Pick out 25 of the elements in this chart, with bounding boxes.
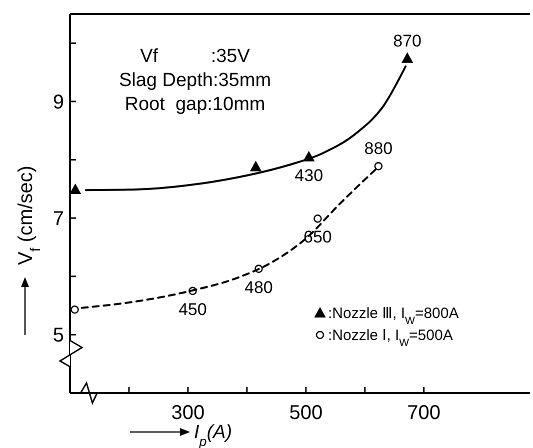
point [70,305,79,314]
x-tick-label: 700 [407,402,441,424]
point [314,214,322,223]
annotation: 430 [294,166,324,185]
x-tick-label: 300 [171,402,205,424]
y-tick-label: 5 [52,324,64,347]
line-series [84,65,407,192]
point [70,184,81,194]
annotation: Slag Depth:35mm [118,70,272,91]
annotation: 450 [178,300,207,319]
y-tick-label: 9 [52,91,64,114]
annotation: Root gap:10mm [124,94,266,115]
legend-label: :Nozzle Ⅲ, I$_{W}$=800A [328,305,459,327]
legend-label: :Nozzle Ⅰ, I$_{W}$=500A [328,327,453,349]
x-axis-title: I$_{p}$(A) [194,422,232,448]
point [374,162,383,170]
point [250,161,262,172]
y-tick-label: 7 [52,208,64,230]
annotation: 870 [393,31,422,50]
annotation: Vf :35V [140,46,250,67]
x-tick-label: 500 [289,402,323,424]
annotation: 480 [244,278,273,297]
annotation: 880 [364,139,393,158]
annotation: 650 [304,228,332,247]
point [402,52,413,63]
